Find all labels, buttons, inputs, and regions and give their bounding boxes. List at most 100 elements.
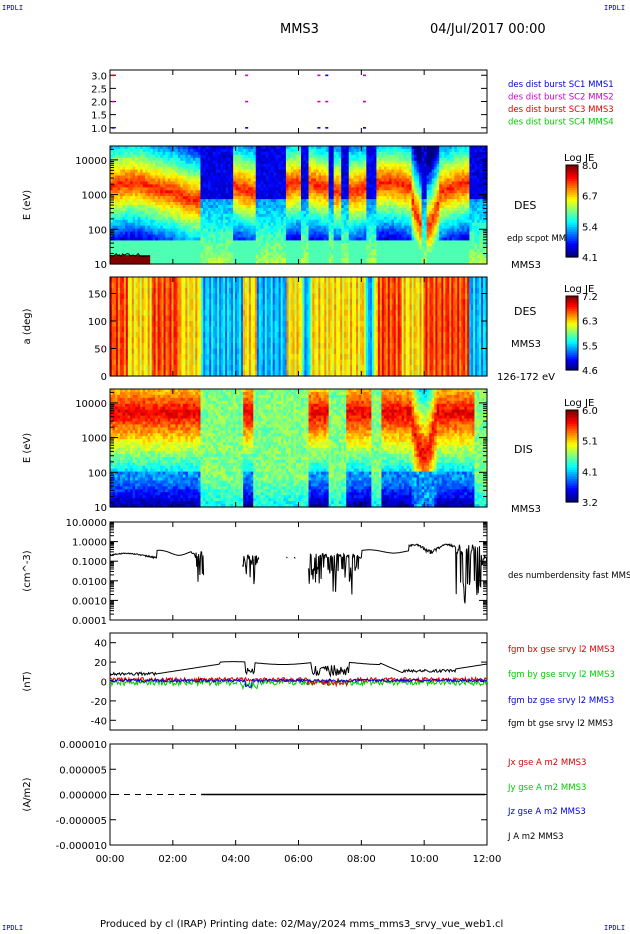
des_energy-cell — [248, 202, 252, 206]
des_energy-cell — [225, 146, 229, 150]
des_energy-cell — [155, 190, 159, 194]
des_energy-cell — [220, 243, 224, 247]
des_energy-cell — [268, 258, 272, 262]
des_energy-cell — [275, 151, 279, 156]
des_energy-cell — [280, 160, 285, 165]
des_energy-cell — [127, 148, 131, 153]
des_energy-cell — [170, 237, 174, 241]
des_energy-cell — [210, 172, 214, 177]
des_energy-cell — [220, 157, 224, 162]
des_energy-cell — [255, 240, 259, 244]
des_energy-cell — [110, 146, 114, 150]
des_energy-cell — [243, 237, 247, 241]
des_energy-cell — [157, 154, 161, 159]
des_energy-cell — [142, 190, 146, 194]
des_energy-cell — [180, 157, 184, 162]
des_energy-cell — [160, 228, 164, 233]
des_energy-cell — [243, 146, 247, 150]
des_energy-cell — [250, 225, 254, 230]
des_energy-cell — [225, 228, 229, 233]
des_energy-cell — [273, 190, 277, 194]
des_energy-cell — [293, 190, 297, 194]
des_energy-cell — [240, 205, 244, 209]
des_energy-cell — [288, 243, 292, 247]
des_energy-cell — [175, 160, 179, 165]
des_energy-cell — [223, 219, 227, 224]
des_energy-cell — [280, 148, 285, 153]
des_energy-cell — [243, 231, 247, 236]
des_energy-cell — [225, 181, 229, 185]
des_energy-cell — [165, 216, 169, 221]
des_energy-cell — [290, 258, 295, 262]
des_energy-cell — [190, 231, 194, 236]
des_energy-cell — [210, 146, 214, 150]
des_energy-cell — [150, 202, 154, 206]
des_energy-cell — [290, 228, 295, 233]
des_energy-cell — [142, 193, 146, 197]
des_energy-cell — [195, 190, 199, 194]
des_energy-cell — [283, 237, 287, 241]
des_energy-cell — [140, 169, 144, 174]
des_energy-cell — [213, 213, 217, 218]
des_energy-cell — [157, 196, 161, 200]
des_energy-cell — [290, 151, 295, 156]
des_energy-cell — [192, 258, 197, 262]
des_energy-cell — [220, 178, 224, 182]
des_energy-cell — [298, 219, 302, 224]
des_energy-cell — [175, 202, 179, 206]
des_energy-cell — [145, 157, 149, 162]
des_energy-cell — [187, 225, 192, 230]
des_energy-cell — [298, 252, 302, 256]
des_energy-cell — [280, 228, 285, 233]
des_energy-cell — [258, 237, 262, 241]
des_energy-cell — [283, 199, 287, 203]
des_energy-cell — [295, 240, 300, 244]
des_energy-cell — [283, 216, 287, 221]
des_energy-cell — [278, 219, 282, 224]
des_energy-cell — [260, 213, 264, 218]
des_energy-cell — [177, 199, 181, 203]
des_energy-cell — [233, 160, 237, 165]
des_energy-cell — [223, 252, 227, 256]
des_energy-cell — [130, 213, 134, 218]
des_energy-cell — [112, 252, 116, 256]
des_energy-cell — [275, 205, 279, 209]
des_energy-cell — [150, 169, 154, 174]
des_energy-cell — [190, 222, 194, 227]
des_energy-cell — [180, 228, 184, 233]
date-title: 04/Jul/2017 00:00 — [430, 22, 546, 37]
des_energy-cell — [248, 146, 252, 150]
des_energy-cell — [132, 222, 136, 227]
des_energy-cell — [288, 207, 292, 212]
des_energy-cell — [258, 199, 262, 203]
des_energy-cell — [243, 213, 247, 218]
des_energy-cell — [182, 196, 186, 200]
des_energy-cell — [137, 146, 141, 150]
des_energy-cell — [290, 172, 295, 177]
des_energy-cell — [248, 249, 252, 253]
des_energy-cell — [208, 249, 212, 253]
des_energy-cell — [195, 151, 199, 156]
des_energy-cell — [160, 237, 164, 241]
des_energy-cell — [210, 148, 214, 153]
des_energy-cell — [172, 261, 176, 265]
des_energy-cell — [175, 163, 179, 168]
des_energy-cell — [243, 157, 247, 162]
des_energy-cell — [240, 166, 244, 171]
des_energy-cell — [218, 146, 222, 150]
des_energy-cell — [160, 210, 164, 215]
des_energy-cell — [290, 231, 295, 236]
des_energy-cell — [250, 172, 254, 177]
des_energy-cell — [115, 181, 119, 185]
des_energy-cell — [177, 160, 181, 165]
des_energy-cell — [115, 196, 119, 200]
des_energy-cell — [295, 246, 300, 250]
des_energy-cell — [273, 151, 277, 156]
des_energy-cell — [205, 261, 209, 265]
des_energy-cell — [202, 172, 207, 177]
des_energy-cell — [140, 216, 144, 221]
des_energy-cell — [220, 205, 224, 209]
des_energy-cell — [132, 228, 136, 233]
des_energy-cell — [157, 234, 161, 239]
des_energy-cell — [147, 258, 151, 262]
